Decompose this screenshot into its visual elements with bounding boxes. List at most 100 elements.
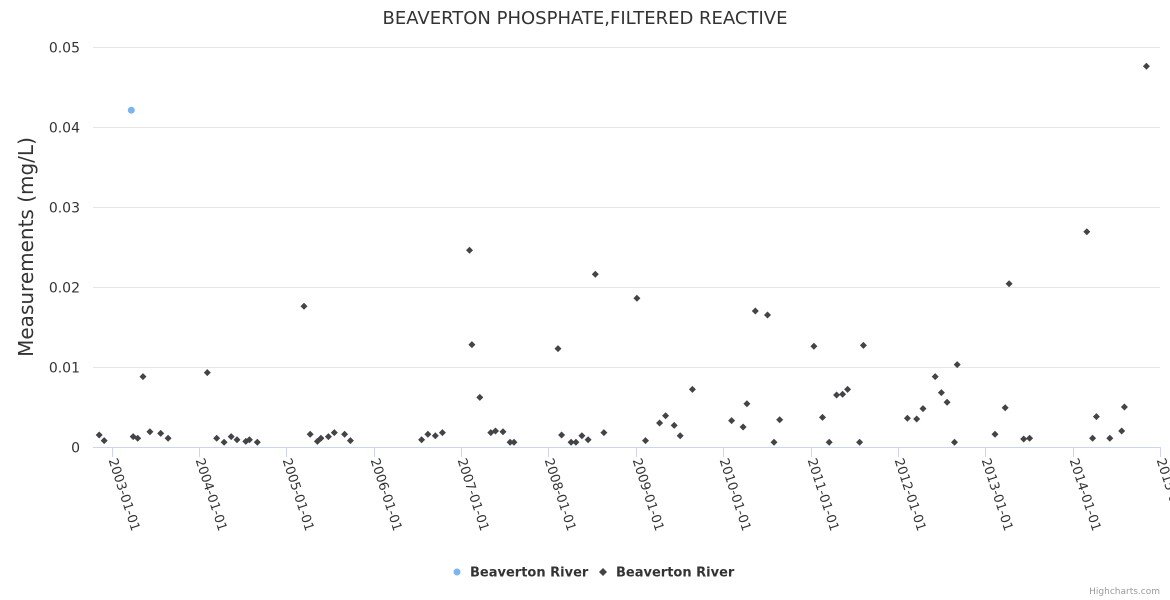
data-point-diamond bbox=[1142, 62, 1150, 70]
data-point-diamond bbox=[825, 438, 833, 446]
x-axis: 2003-01-01 2004-01-01 2005-01-01 2006-01-01… bbox=[105, 447, 1170, 533]
data-point-diamond bbox=[424, 430, 432, 438]
legend-label: Beaverton River bbox=[470, 566, 589, 581]
y-tick-label: 0.02 bbox=[49, 281, 80, 297]
data-point-diamond bbox=[324, 433, 332, 441]
legend-diamond-icon bbox=[599, 568, 607, 576]
legend-item-series-1[interactable]: Beaverton River bbox=[453, 566, 589, 581]
data-point-diamond bbox=[213, 434, 221, 442]
data-point-diamond bbox=[856, 438, 864, 446]
data-point-diamond bbox=[642, 437, 649, 445]
data-point-diamond bbox=[776, 416, 784, 424]
x-tick-label: 2013-01-01 bbox=[978, 457, 1016, 533]
data-point-diamond bbox=[662, 412, 670, 420]
data-point-diamond bbox=[764, 311, 771, 319]
data-point-diamond bbox=[859, 341, 867, 349]
data-point-diamond bbox=[751, 307, 759, 315]
data-point-diamond bbox=[233, 436, 241, 444]
data-point-diamond bbox=[656, 419, 664, 427]
data-point-diamond bbox=[253, 438, 261, 446]
y-tick-label: 0.05 bbox=[49, 41, 80, 57]
data-point-diamond bbox=[676, 432, 684, 440]
data-point-diamond bbox=[584, 436, 592, 444]
y-axis: 0 0.01 0.02 0.03 0.04 0.05 bbox=[49, 41, 80, 457]
x-tick-label: 2007-01-01 bbox=[454, 457, 492, 533]
x-tick-label: 2011-01-01 bbox=[804, 457, 842, 533]
data-point-diamond bbox=[510, 438, 518, 446]
y-tick-label: 0.03 bbox=[49, 201, 80, 217]
data-point-diamond bbox=[506, 438, 514, 446]
y-tick-label: 0.04 bbox=[49, 121, 80, 137]
chart-title: BEAVERTON PHOSPHATE,FILTERED REACTIVE bbox=[383, 8, 788, 29]
legend-circle-icon bbox=[453, 568, 461, 576]
data-point-diamond bbox=[300, 302, 308, 310]
data-point-diamond bbox=[770, 438, 778, 446]
plot-area bbox=[95, 62, 1150, 446]
data-point-diamond bbox=[492, 427, 499, 435]
x-tick-label: 2014-01-01 bbox=[1066, 457, 1104, 533]
data-point-diamond bbox=[903, 414, 911, 422]
data-point-diamond bbox=[476, 393, 484, 401]
data-point-diamond bbox=[567, 438, 575, 446]
data-point-diamond bbox=[1026, 434, 1034, 442]
data-point-diamond bbox=[1120, 403, 1128, 411]
gridlines bbox=[93, 47, 1160, 448]
data-point-diamond bbox=[1020, 435, 1028, 443]
data-point-diamond bbox=[95, 431, 103, 439]
data-point-diamond bbox=[418, 436, 426, 444]
data-point-diamond bbox=[346, 437, 354, 445]
data-point-diamond bbox=[330, 429, 338, 437]
data-point-circle bbox=[127, 106, 135, 114]
data-point-diamond bbox=[438, 429, 446, 437]
data-point-diamond bbox=[100, 437, 108, 445]
data-point-diamond bbox=[591, 270, 599, 278]
credits-link[interactable]: Highcharts.com bbox=[1089, 587, 1160, 597]
data-point-diamond bbox=[743, 400, 751, 408]
data-point-diamond bbox=[227, 433, 235, 441]
x-tick-label: 2003-01-01 bbox=[105, 457, 143, 533]
data-point-diamond bbox=[688, 385, 696, 393]
data-point-diamond bbox=[600, 429, 608, 437]
data-point-diamond bbox=[572, 438, 580, 446]
data-point-diamond bbox=[1106, 434, 1114, 442]
y-axis-label: Measurements (mg/L) bbox=[14, 137, 38, 357]
data-point-diamond bbox=[245, 436, 253, 444]
data-point-diamond bbox=[203, 369, 211, 377]
data-point-diamond bbox=[317, 434, 325, 442]
data-point-diamond bbox=[810, 342, 818, 350]
data-point-diamond bbox=[943, 398, 951, 406]
data-point-diamond bbox=[578, 432, 586, 440]
x-tick-label: 2012-01-01 bbox=[891, 457, 929, 533]
x-tick-label: 2008-01-01 bbox=[541, 457, 579, 533]
y-tick-label: 0 bbox=[71, 441, 80, 457]
x-tick-label: 2010-01-01 bbox=[716, 457, 754, 533]
data-point-diamond bbox=[431, 432, 439, 440]
data-point-diamond bbox=[1083, 228, 1091, 236]
data-point-diamond bbox=[1089, 434, 1097, 442]
data-point-diamond bbox=[839, 390, 847, 398]
data-point-diamond bbox=[554, 345, 562, 353]
data-point-diamond bbox=[728, 417, 736, 425]
x-tick-label: 2004-01-01 bbox=[192, 457, 230, 533]
data-point-diamond bbox=[499, 428, 507, 436]
data-point-diamond bbox=[919, 405, 927, 413]
data-point-diamond bbox=[953, 361, 961, 369]
data-point-diamond bbox=[913, 415, 921, 423]
legend-item-series-2[interactable]: Beaverton River bbox=[599, 566, 735, 581]
legend-label: Beaverton River bbox=[616, 566, 735, 581]
x-tick-label: 2006-01-01 bbox=[367, 457, 405, 533]
data-point-diamond bbox=[819, 413, 826, 421]
data-point-diamond bbox=[951, 438, 958, 446]
data-point-diamond bbox=[1001, 404, 1009, 412]
data-point-diamond bbox=[306, 430, 314, 438]
x-tick-label: 2009-01-01 bbox=[629, 457, 667, 533]
data-point-diamond bbox=[164, 434, 172, 442]
x-tick-label: 2005-01-01 bbox=[279, 457, 317, 533]
data-point-diamond bbox=[341, 430, 349, 438]
data-point-diamond bbox=[937, 389, 945, 397]
data-point-diamond bbox=[739, 423, 747, 431]
x-tick-label: 2015-01-01 bbox=[1153, 457, 1170, 533]
data-point-diamond bbox=[134, 434, 142, 442]
data-point-diamond bbox=[139, 373, 147, 381]
